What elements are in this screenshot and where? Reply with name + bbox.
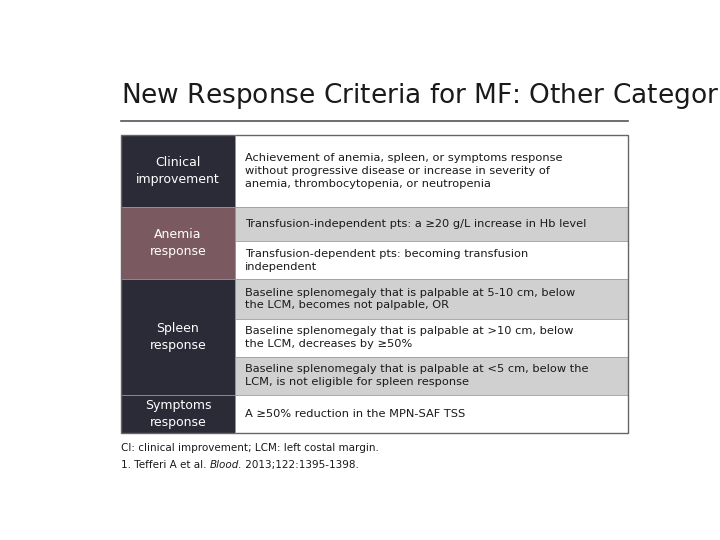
Text: New Response Criteria for MF: Other Categories$^{1}$: New Response Criteria for MF: Other Cate… — [121, 77, 720, 112]
Bar — [121, 206, 235, 279]
Bar — [235, 136, 629, 206]
Text: Achievement of anemia, spleen, or symptoms response
without progressive disease : Achievement of anemia, spleen, or sympto… — [245, 153, 562, 189]
Text: Clinical
improvement: Clinical improvement — [136, 156, 220, 186]
Text: Transfusion-independent pts: a ≥20 g/L increase in Hb level: Transfusion-independent pts: a ≥20 g/L i… — [245, 219, 587, 229]
Bar — [235, 206, 629, 241]
Text: 1. Tefferi A et al.: 1. Tefferi A et al. — [121, 460, 210, 470]
Text: Baseline splenomegaly that is palpable at 5-10 cm, below
the LCM, becomes not pa: Baseline splenomegaly that is palpable a… — [245, 288, 575, 310]
Bar — [121, 136, 629, 433]
Text: Anemia
response: Anemia response — [150, 228, 206, 258]
Text: CI: clinical improvement; LCM: left costal margin.: CI: clinical improvement; LCM: left cost… — [121, 443, 379, 453]
Bar — [121, 279, 235, 395]
Bar — [235, 319, 629, 357]
Bar — [121, 395, 235, 433]
Text: Symptoms
response: Symptoms response — [145, 399, 211, 429]
Bar — [235, 241, 629, 279]
Text: Blood.: Blood. — [210, 460, 242, 470]
Text: Baseline splenomegaly that is palpable at <5 cm, below the
LCM, is not eligible : Baseline splenomegaly that is palpable a… — [245, 364, 589, 387]
Bar — [235, 357, 629, 395]
Bar — [235, 395, 629, 433]
Text: A ≥50% reduction in the MPN-SAF TSS: A ≥50% reduction in the MPN-SAF TSS — [245, 409, 465, 419]
Text: 2013;122:1395-1398.: 2013;122:1395-1398. — [242, 460, 359, 470]
Text: Transfusion-dependent pts: becoming transfusion
independent: Transfusion-dependent pts: becoming tran… — [245, 249, 528, 272]
Text: Spleen
response: Spleen response — [150, 322, 206, 352]
Text: Baseline splenomegaly that is palpable at >10 cm, below
the LCM, decreases by ≥5: Baseline splenomegaly that is palpable a… — [245, 326, 574, 349]
Bar — [235, 279, 629, 319]
Bar — [121, 136, 235, 206]
